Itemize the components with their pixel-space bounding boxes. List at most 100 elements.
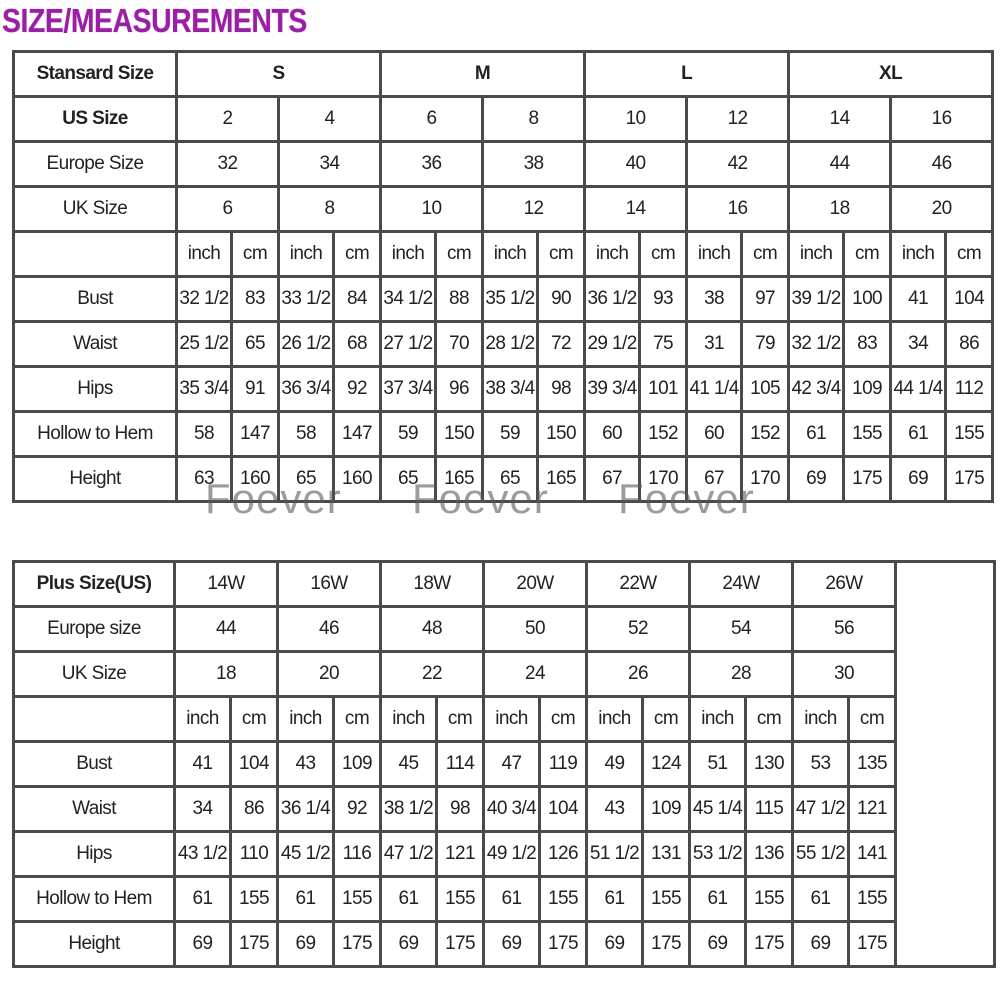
- table-cell: 112: [944, 365, 995, 413]
- row-label: Bust: [12, 275, 178, 323]
- table-cell: 60: [685, 410, 744, 458]
- table-cell: 12: [481, 185, 587, 233]
- table-cell: 36 1/4: [276, 785, 335, 833]
- row-label: UK Size: [12, 650, 176, 698]
- table-cell: 59: [481, 410, 540, 458]
- table-cell: 63: [175, 455, 233, 503]
- table-cell: 101: [638, 365, 689, 413]
- table-cell: 100: [842, 275, 893, 323]
- table-cell: 110: [229, 830, 279, 878]
- table-cell: 155: [229, 875, 279, 923]
- unit-header: inch: [175, 230, 233, 278]
- table-cell: 79: [740, 320, 791, 368]
- table-cell: 92: [331, 365, 383, 413]
- row-label: Hollow to Hem: [12, 410, 178, 458]
- table-cell: 20: [889, 185, 995, 233]
- table-cell: 61: [585, 875, 644, 923]
- table-cell: 28: [688, 650, 794, 698]
- measurement-row: Bust 41 104 43 109 45 114 47 119 49 124 51 130 53 135: [12, 740, 995, 788]
- table-cell: 175: [435, 920, 485, 968]
- table-cell: 26 1/2: [277, 320, 335, 368]
- table-cell: 92: [332, 785, 382, 833]
- unit-header: inch: [685, 230, 744, 278]
- table-cell: 38: [481, 140, 587, 188]
- standard-size-table: Stansard Size S M L XL US Size 2 4 6 8 10 12 14 16 Eur…: [12, 50, 995, 503]
- table-cell: 32 1/2: [175, 275, 233, 323]
- table-cell: 38 3/4: [481, 365, 540, 413]
- table-cell: 67: [583, 455, 642, 503]
- unit-header: cm: [435, 695, 485, 743]
- table-cell: 65: [277, 455, 335, 503]
- table-cell: 175: [641, 920, 691, 968]
- table-cell: 97: [740, 275, 791, 323]
- unit-header: cm: [229, 695, 279, 743]
- measurement-row: Hips 43 1/2 110 45 1/2 116 47 1/2 121 49 1/2 126…: [12, 830, 995, 878]
- row-label: Height: [12, 455, 178, 503]
- table-cell: 43 1/2: [173, 830, 232, 878]
- unit-header: cm: [538, 695, 588, 743]
- unit-header: inch: [481, 230, 540, 278]
- table-cell: 61: [791, 875, 850, 923]
- table-cell: 16: [889, 95, 995, 143]
- table-cell: 51 1/2: [585, 830, 644, 878]
- table-cell: 155: [744, 875, 794, 923]
- table-cell: 18: [173, 650, 279, 698]
- unit-header: cm: [847, 695, 897, 743]
- table-cell: 155: [847, 875, 897, 923]
- row-label: UK Size: [12, 185, 178, 233]
- table-cell: 34 1/2: [379, 275, 438, 323]
- table-cell: 109: [332, 740, 382, 788]
- size-row: UK Size 6 8 10 12 14 16 18 20: [12, 185, 995, 233]
- unit-header: cm: [536, 230, 587, 278]
- table-cell: 131: [641, 830, 691, 878]
- table-cell: 59: [379, 410, 438, 458]
- table-cell: 155: [538, 875, 588, 923]
- page-title: SIZE/MEASUREMENTS: [2, 2, 307, 39]
- table-cell: 31: [685, 320, 744, 368]
- table-cell: 33 1/2: [277, 275, 335, 323]
- table-cell: 61: [889, 410, 948, 458]
- table-cell: 43: [276, 740, 335, 788]
- header-row: Plus Size(US) 14W 16W 18W 20W 22W 24W 26W: [12, 560, 996, 968]
- table-cell: 46: [889, 140, 995, 188]
- table-cell: 91: [230, 365, 280, 413]
- table-cell: 155: [641, 875, 691, 923]
- size-header: 26W: [791, 560, 897, 608]
- table-cell: 39 1/2: [787, 275, 846, 323]
- table-cell: 61: [379, 875, 438, 923]
- row-label: US Size: [12, 95, 178, 143]
- table-cell: 39 3/4: [583, 365, 642, 413]
- table-cell: 69: [482, 920, 541, 968]
- table-cell: 72: [536, 320, 587, 368]
- empty-cell: [12, 230, 178, 278]
- table-cell: 83: [230, 275, 280, 323]
- unit-header: cm: [332, 695, 382, 743]
- unit-header: inch: [482, 695, 541, 743]
- table-cell: 48: [379, 605, 485, 653]
- table-cell: 88: [434, 275, 485, 323]
- table-cell: 38 1/2: [379, 785, 438, 833]
- size-group-header: M: [379, 50, 587, 98]
- table-cell: 121: [435, 830, 485, 878]
- table-cell: 93: [638, 275, 689, 323]
- table-cell: 10: [379, 185, 485, 233]
- table-cell: 16: [685, 185, 791, 233]
- unit-header: inch: [276, 695, 335, 743]
- table-cell: 40: [583, 140, 689, 188]
- table-cell: 47 1/2: [791, 785, 850, 833]
- unit-header: inch: [379, 695, 438, 743]
- table-cell: 45 1/4: [688, 785, 747, 833]
- unit-header: cm: [744, 695, 794, 743]
- table-cell: 24: [482, 650, 588, 698]
- table-cell: 53: [791, 740, 850, 788]
- table-cell: 2: [175, 95, 280, 143]
- table-cell: 68: [331, 320, 383, 368]
- table-cell: 141: [847, 830, 897, 878]
- table-cell: 70: [434, 320, 485, 368]
- unit-header: cm: [842, 230, 893, 278]
- table-cell: 165: [536, 455, 587, 503]
- table-cell: 18: [787, 185, 893, 233]
- table-cell: 86: [944, 320, 995, 368]
- table-cell: 14: [583, 185, 689, 233]
- table-cell: 155: [332, 875, 382, 923]
